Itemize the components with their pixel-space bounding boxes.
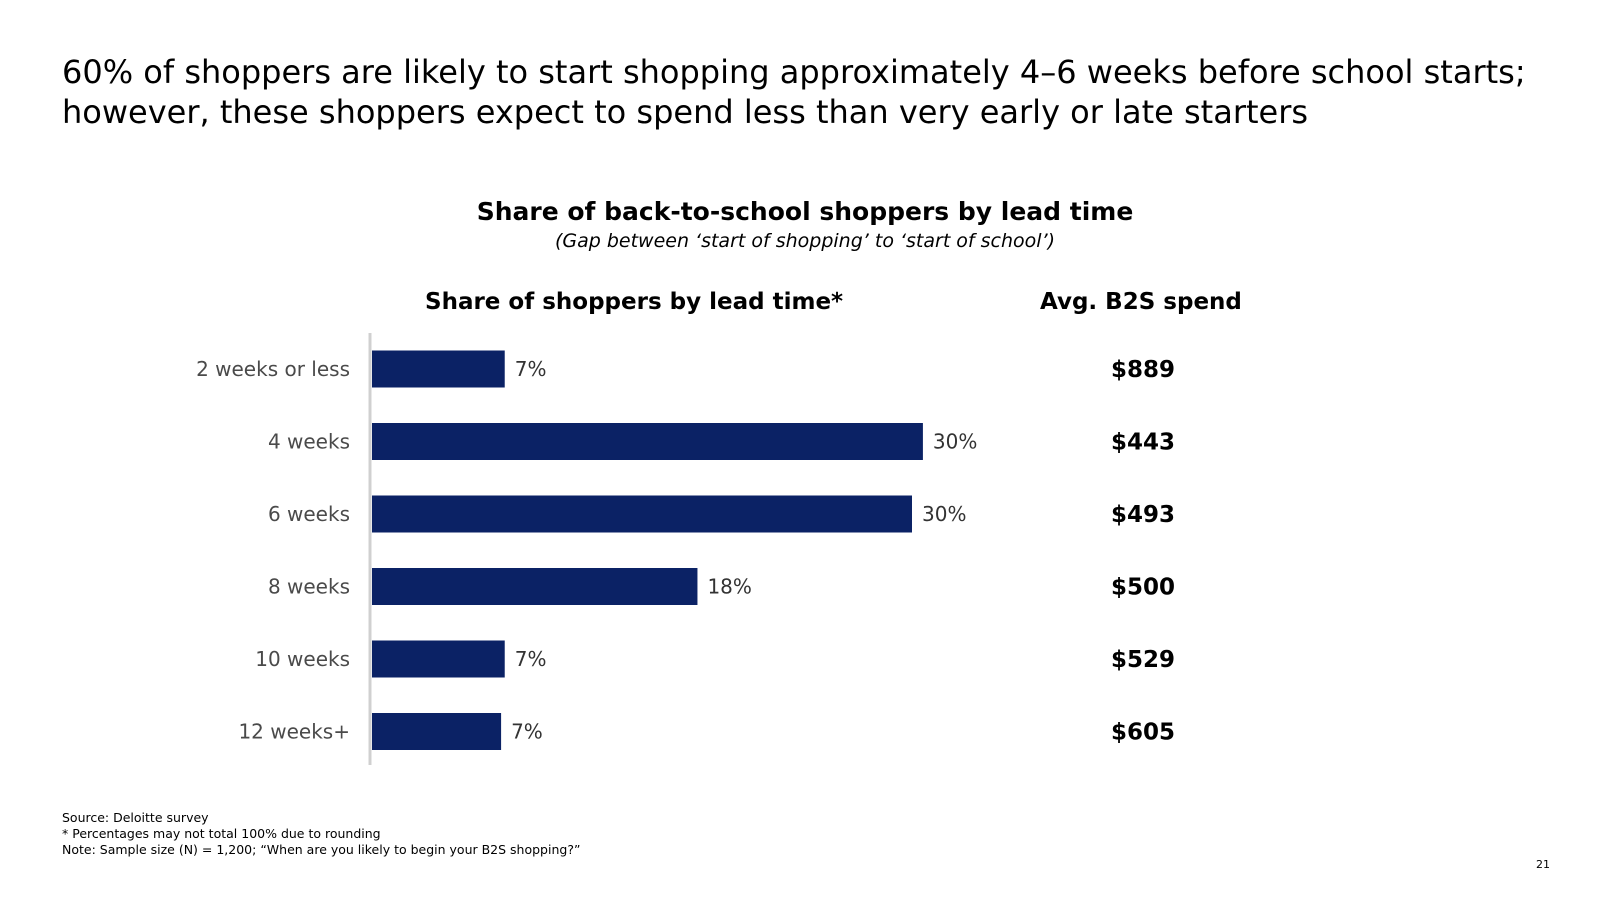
data-label: 30%	[922, 502, 966, 526]
bar	[372, 568, 698, 605]
share-column-heading: Share of shoppers by lead time*	[425, 289, 844, 315]
category-label: 6 weeks	[268, 502, 350, 526]
avg-spend-value: $889	[1111, 357, 1175, 383]
data-label: 30%	[933, 430, 977, 454]
category-label: 2 weeks or less	[196, 357, 350, 381]
category-label: 10 weeks	[255, 647, 350, 671]
footnotes: Source: Deloitte survey * Percentages ma…	[62, 810, 580, 858]
avg-spend-value: $443	[1111, 430, 1175, 456]
avg-spend-value: $529	[1111, 647, 1175, 673]
data-label: 7%	[515, 357, 547, 381]
page-number: 21	[1536, 858, 1550, 871]
sample-note: Note: Sample size (N) = 1,200; “When are…	[62, 842, 581, 857]
spend-column-heading: Avg. B2S spend	[1040, 289, 1242, 315]
source-note: Source: Deloitte survey	[62, 810, 209, 825]
rounding-note: * Percentages may not total 100% due to …	[62, 826, 381, 841]
bar	[372, 713, 502, 750]
category-label: 4 weeks	[268, 430, 350, 454]
avg-spend-value: $500	[1111, 575, 1175, 601]
avg-spend-value: $493	[1111, 502, 1175, 528]
data-label: 7%	[515, 647, 547, 671]
chart-title: Share of back-to-school shoppers by lead…	[476, 197, 1134, 226]
avg-spend-value: $605	[1111, 720, 1175, 746]
data-label: 18%	[707, 575, 751, 599]
chart-subtitle: (Gap between ‘start of shopping’ to ‘sta…	[554, 230, 1056, 252]
bar	[372, 350, 505, 388]
data-label: 7%	[511, 720, 543, 744]
slide-headline: 60% of shoppers are likely to start shop…	[62, 53, 1526, 131]
bar	[372, 423, 923, 460]
bar	[372, 640, 505, 678]
category-label: 12 weeks+	[238, 720, 350, 744]
category-label: 8 weeks	[268, 575, 350, 599]
bar	[372, 495, 912, 533]
